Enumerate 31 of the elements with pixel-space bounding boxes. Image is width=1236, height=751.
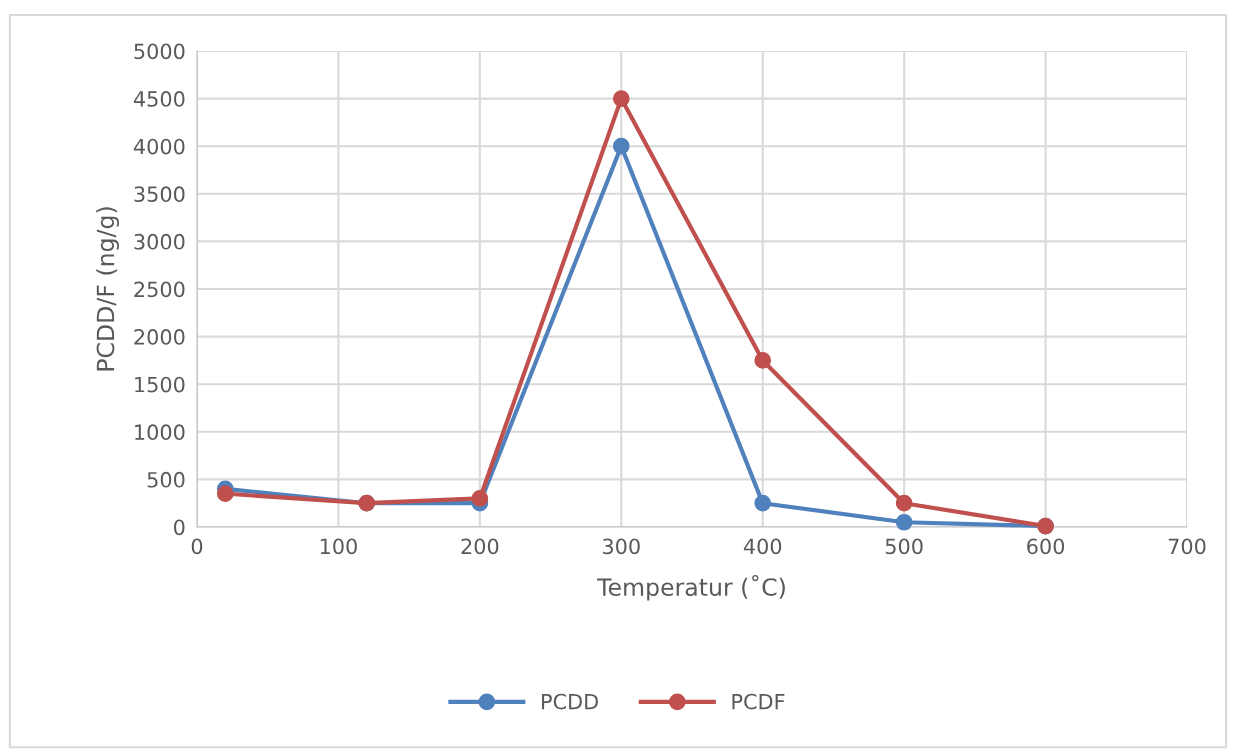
x-tick-label: 300 [602, 538, 640, 555]
y-axis-title: PCDD/F (ng/g) [96, 207, 119, 371]
y-tick-label: 1000 [135, 424, 185, 441]
y-tick-label: 3500 [134, 186, 185, 203]
y-tick-label: 0 [174, 519, 185, 536]
point [895, 494, 913, 512]
y-tick-label: 4500 [133, 91, 185, 107]
x-tick-label: 400 [743, 538, 782, 555]
point [471, 490, 489, 507]
x-tick-label: 500 [885, 538, 923, 555]
point [754, 494, 772, 512]
y-tick-label: 4000 [133, 138, 185, 155]
legend-label: PCDD [542, 693, 598, 710]
point [216, 485, 234, 503]
point [754, 352, 772, 369]
x-axis-title: Temperatur (˚C) [597, 574, 785, 601]
x-tick-label: 600 [1027, 538, 1065, 555]
y-tick-label: 1500 [135, 376, 185, 393]
y-tick-label: 500 [147, 471, 185, 488]
y-tick-label: 5000 [134, 43, 185, 60]
x-tick-label: 200 [461, 538, 499, 555]
point [895, 513, 913, 531]
y-tick-label: 2500 [134, 281, 185, 298]
point [612, 137, 630, 155]
y-tick-label: 2000 [134, 329, 185, 345]
point [612, 90, 630, 107]
y-tick-label: 3000 [134, 233, 185, 250]
x-tick-label: 100 [320, 538, 357, 555]
x-tick-label: 700 [1168, 538, 1206, 555]
legend-label: PCDF [732, 693, 785, 710]
x-tick-label: 0 [191, 538, 203, 555]
